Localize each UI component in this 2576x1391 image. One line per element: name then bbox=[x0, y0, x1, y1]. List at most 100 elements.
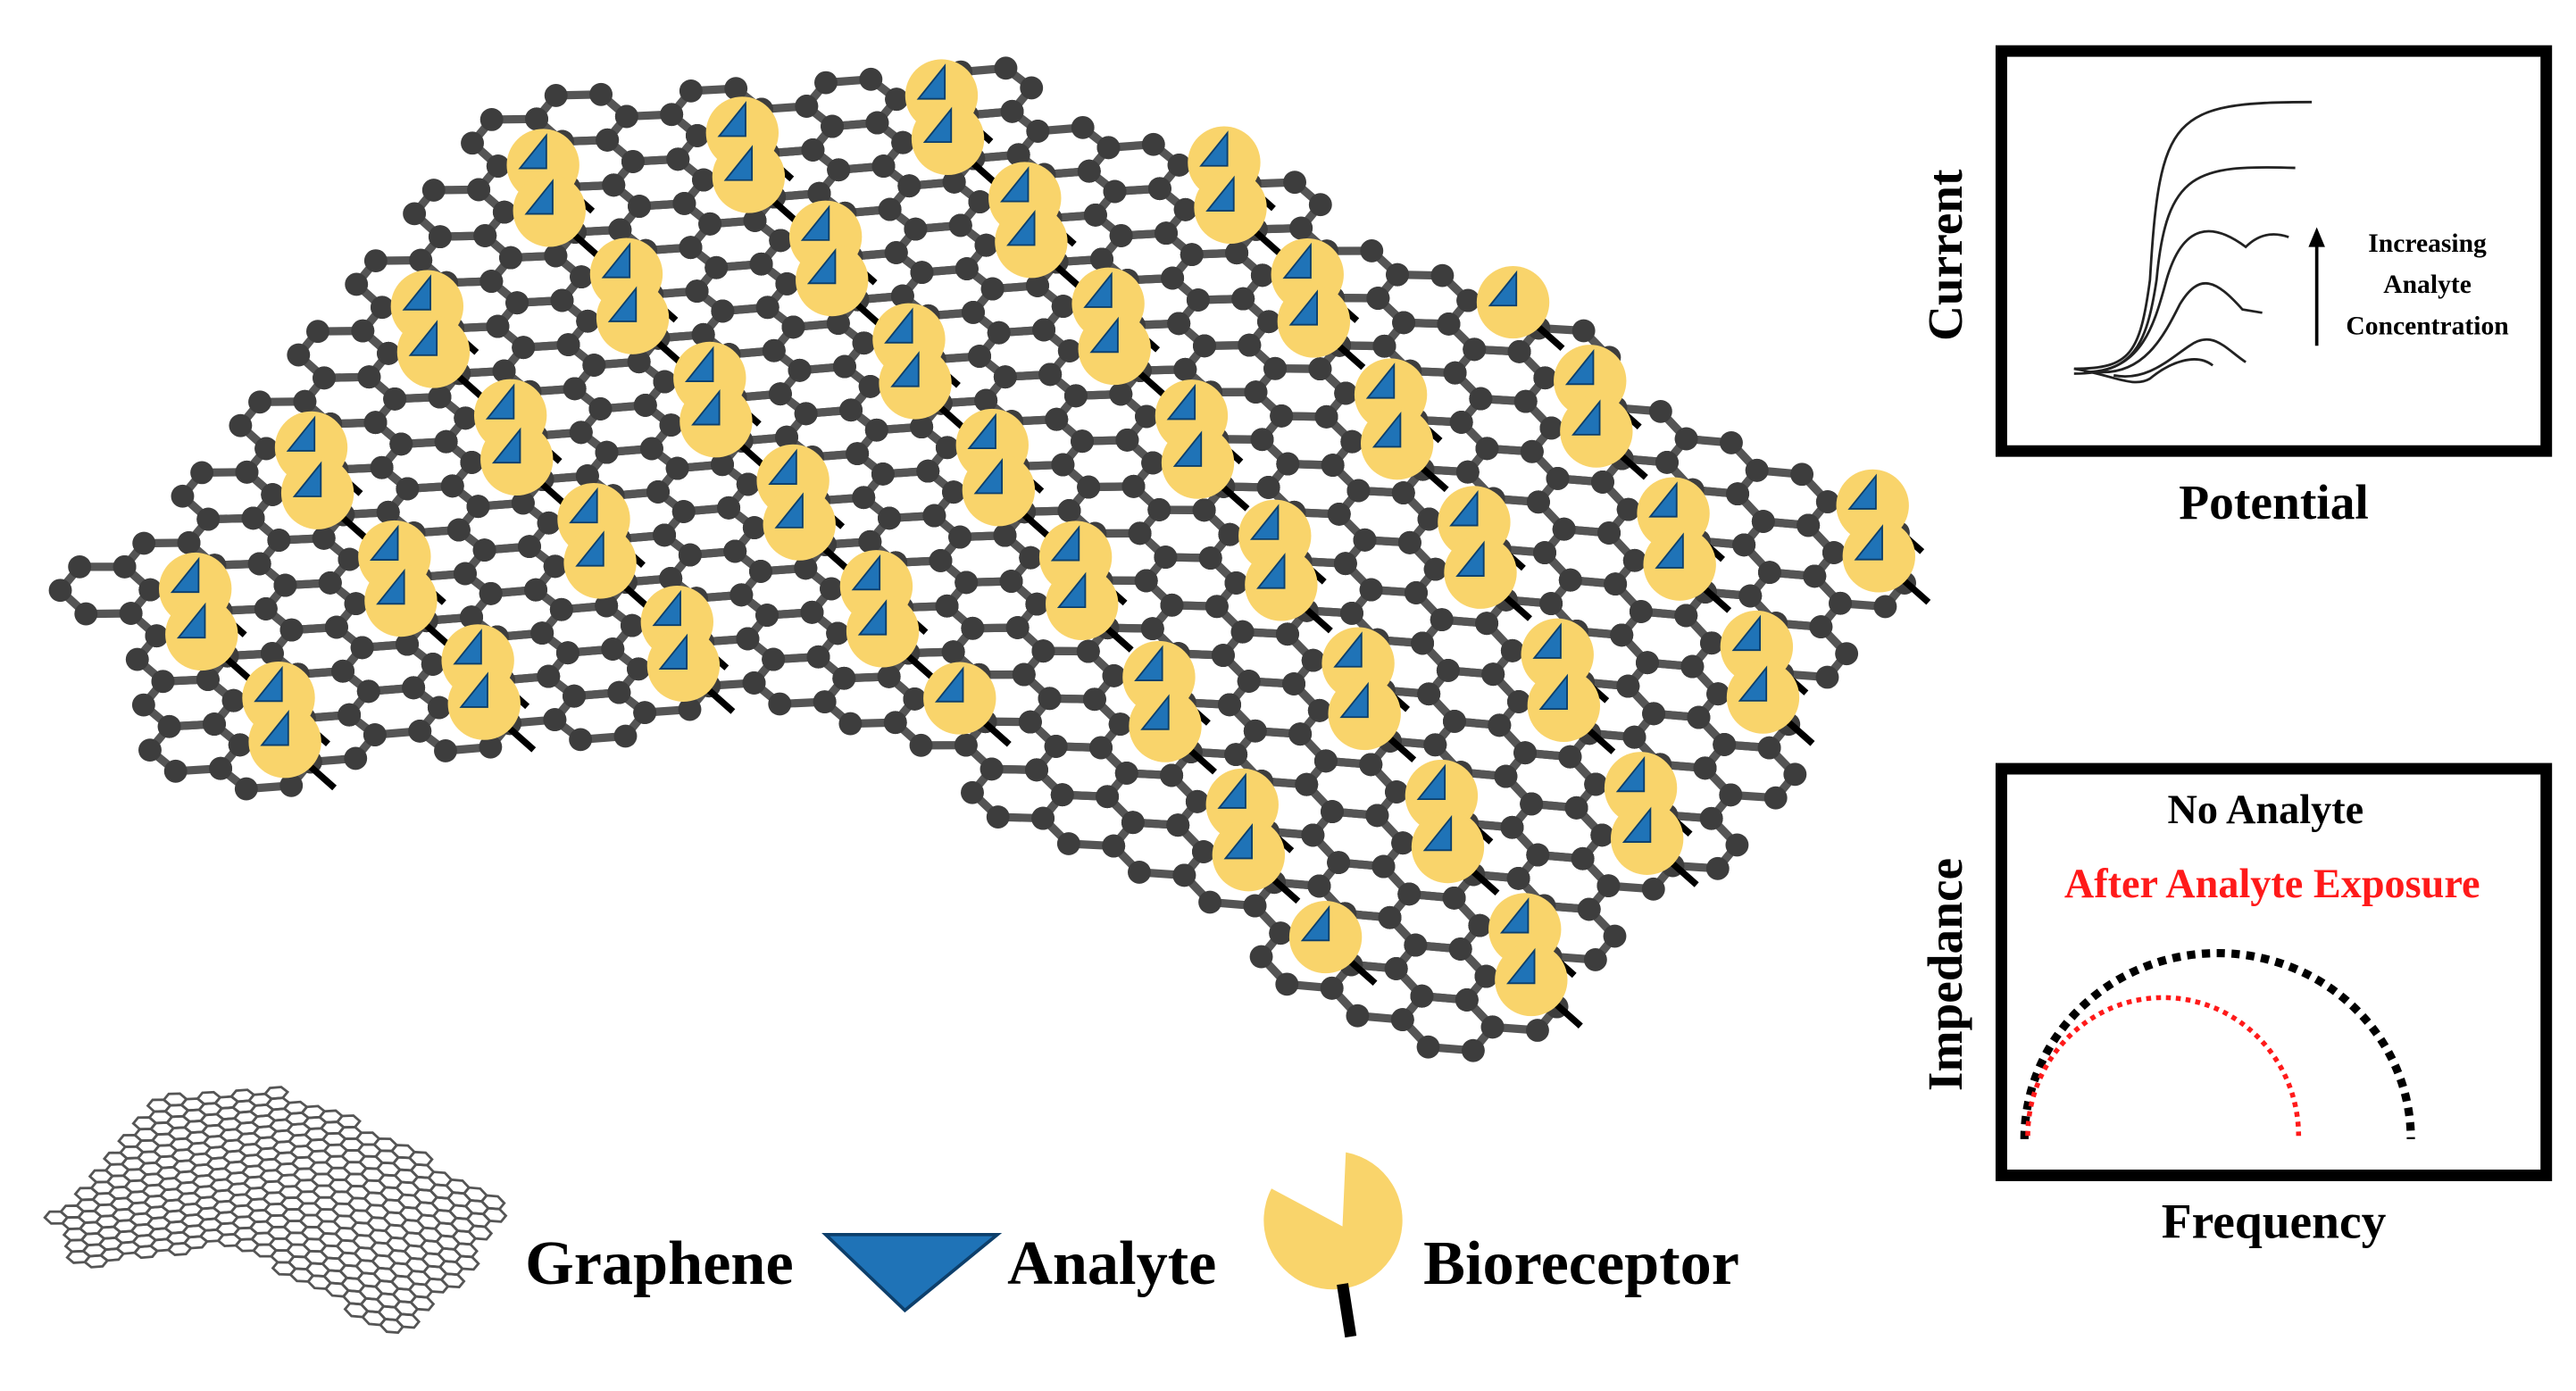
carbon-atom bbox=[363, 411, 388, 435]
carbon-atom bbox=[672, 191, 696, 215]
carbon-atom bbox=[1604, 572, 1628, 596]
carbon-atom bbox=[556, 333, 580, 357]
carbon-atom bbox=[1288, 722, 1313, 746]
analyte bbox=[286, 415, 316, 452]
carbon-atom bbox=[1141, 132, 1165, 156]
analyte bbox=[1738, 665, 1768, 702]
carbon-atom bbox=[1160, 763, 1184, 787]
carbon-atom bbox=[1283, 171, 1306, 195]
carbon-atom bbox=[1218, 693, 1241, 717]
carbon-atom bbox=[563, 684, 586, 708]
carbon-atom bbox=[1057, 339, 1081, 362]
carbon-atom bbox=[402, 676, 426, 700]
bond-ring bbox=[423, 1277, 450, 1294]
carbon-atom bbox=[1655, 450, 1679, 474]
carbon-atom bbox=[832, 354, 856, 379]
analyte bbox=[260, 710, 289, 746]
carbon-atom bbox=[1173, 357, 1197, 381]
curve bbox=[2073, 358, 2214, 384]
carbon-atom bbox=[1071, 429, 1094, 454]
carbon-atom bbox=[935, 436, 959, 460]
analyte bbox=[851, 554, 881, 591]
carbon-atom bbox=[119, 602, 143, 625]
carbon-atom bbox=[1096, 785, 1120, 809]
carbon-atom bbox=[1636, 651, 1659, 675]
carbon-atom bbox=[1108, 712, 1132, 737]
y-axis-label: Impedance bbox=[1918, 858, 1972, 1091]
bond-ring bbox=[395, 1312, 421, 1329]
bond-ring bbox=[454, 1254, 480, 1271]
carbon-atom bbox=[1289, 216, 1313, 240]
carbon-atom bbox=[1405, 581, 1428, 604]
analyte bbox=[1499, 897, 1530, 934]
carbon-atom bbox=[775, 425, 798, 449]
carbon-atom bbox=[692, 168, 715, 192]
carbon-atom bbox=[1096, 136, 1121, 160]
carbon-atom bbox=[916, 459, 940, 483]
carbon-atom bbox=[1815, 490, 1839, 513]
carbon-atom bbox=[723, 539, 747, 563]
carbon-atom bbox=[1416, 1035, 1440, 1059]
curve bbox=[2097, 281, 2263, 374]
analyte bbox=[1655, 532, 1684, 569]
analyte bbox=[408, 320, 438, 356]
carbon-atom bbox=[1019, 546, 1043, 570]
carbon-atom bbox=[826, 621, 850, 646]
carbon-atom bbox=[794, 556, 818, 580]
carbon-atom bbox=[1803, 564, 1827, 588]
carbon-atom bbox=[247, 552, 271, 576]
carbon-atom bbox=[922, 504, 946, 528]
carbon-atom bbox=[1520, 792, 1544, 816]
carbon-atom bbox=[1038, 687, 1062, 711]
carbon-atom bbox=[1012, 662, 1036, 687]
carbon-atom bbox=[1359, 578, 1383, 602]
carbon-atom bbox=[595, 594, 619, 618]
carbon-atom bbox=[492, 200, 516, 224]
analyte bbox=[601, 242, 631, 279]
carbon-atom bbox=[589, 82, 613, 106]
carbon-atom bbox=[665, 456, 689, 480]
carbon-atom bbox=[486, 154, 510, 178]
carbon-atom bbox=[1307, 874, 1331, 898]
legend-label: Graphene bbox=[525, 1229, 794, 1298]
carbon-atom bbox=[1038, 362, 1063, 387]
carbon-atom bbox=[1705, 856, 1730, 880]
carbon-atom bbox=[666, 147, 690, 171]
carbon-atom bbox=[671, 500, 696, 523]
carbon-atom bbox=[479, 270, 504, 293]
analyte bbox=[1217, 772, 1246, 809]
analyte bbox=[1416, 763, 1446, 801]
carbon-atom bbox=[948, 525, 972, 549]
carbon-atom bbox=[421, 179, 446, 202]
carbon-atom bbox=[685, 279, 709, 304]
carbon-atom bbox=[530, 621, 554, 646]
y-axis-label: Current bbox=[1918, 169, 1972, 341]
carbon-atom bbox=[163, 759, 188, 783]
carbon-atom bbox=[1641, 877, 1665, 901]
carbon-atom bbox=[460, 451, 484, 474]
carbon-atom bbox=[537, 511, 561, 535]
carbon-atom bbox=[942, 170, 966, 194]
carbon-atom bbox=[1442, 709, 1466, 733]
analyte bbox=[774, 492, 804, 529]
carbon-atom bbox=[613, 724, 638, 748]
carbon-atom bbox=[1167, 153, 1191, 177]
carbon-atom bbox=[1340, 601, 1363, 625]
carbon-atom bbox=[1018, 710, 1042, 734]
carbon-atom bbox=[260, 642, 284, 665]
carbon-atom bbox=[1025, 758, 1048, 782]
carbon-atom bbox=[1372, 334, 1396, 358]
carbon-atom bbox=[1790, 462, 1814, 487]
carbon-atom bbox=[1475, 612, 1499, 636]
bond-ring bbox=[407, 1150, 434, 1167]
carbon-atom bbox=[814, 71, 838, 95]
carbon-atom bbox=[466, 495, 490, 519]
carbon-atom bbox=[801, 138, 825, 162]
carbon-atom bbox=[768, 382, 792, 406]
carbon-atom bbox=[1109, 382, 1133, 406]
carbon-atom bbox=[1390, 1008, 1414, 1031]
carbon-atom bbox=[1392, 311, 1416, 335]
carbon-atom bbox=[190, 461, 214, 485]
carbon-atom bbox=[357, 365, 381, 389]
carbon-atom bbox=[248, 390, 271, 414]
